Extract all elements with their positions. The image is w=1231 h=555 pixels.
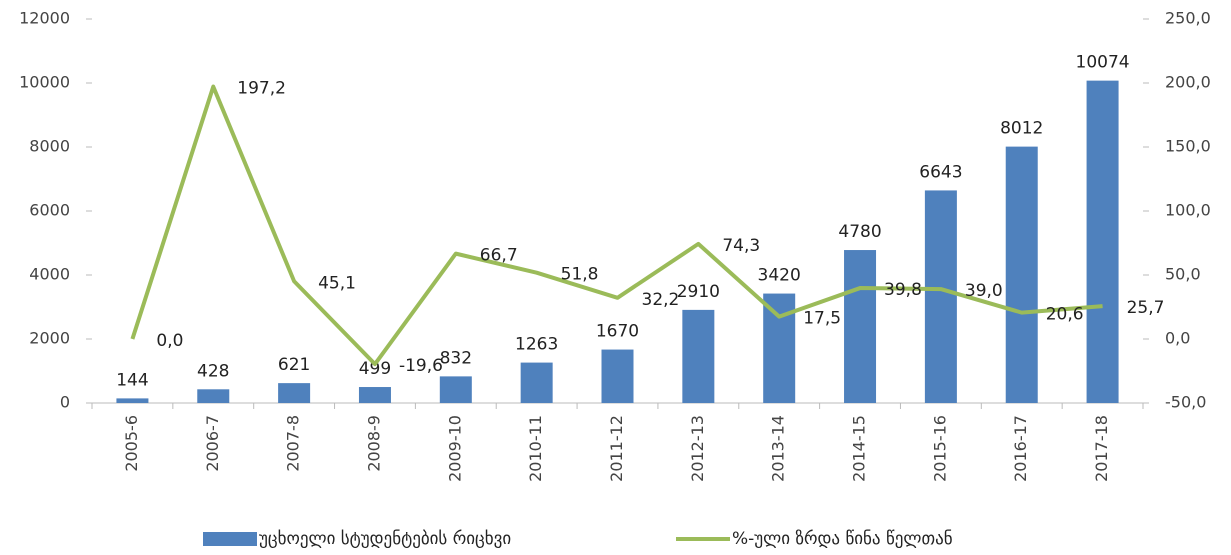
y2-tick-label: 0,0 — [1165, 329, 1190, 348]
line-label: 74,3 — [722, 236, 760, 256]
bar — [197, 389, 230, 403]
x-tick-label: 2015-16 — [930, 415, 949, 482]
line-label: 51,8 — [561, 265, 599, 285]
bar — [520, 362, 553, 403]
y2-tick-label: 150,0 — [1165, 137, 1211, 156]
y-tick-label: 2000 — [29, 329, 70, 348]
bar-label: 832 — [440, 348, 472, 368]
bar — [1086, 80, 1119, 403]
legend-label: უცხოელი სტუდენტების რიცხვი — [259, 529, 511, 549]
x-tick-label: 2016-17 — [1011, 415, 1030, 482]
bar-label: 8012 — [1000, 119, 1043, 139]
legend-label: %-ული ზრდა წინა წელთან — [732, 529, 953, 549]
bar — [924, 190, 957, 403]
bar — [358, 387, 391, 403]
legend-swatch — [203, 532, 257, 546]
y-tick-label: 6000 — [29, 201, 70, 220]
bar-label: 4780 — [838, 222, 881, 242]
x-tick-label: 2011-12 — [607, 415, 626, 482]
line-label: 25,7 — [1127, 298, 1165, 318]
x-tick-label: 2014-15 — [850, 415, 869, 482]
line-label: 197,2 — [237, 79, 286, 99]
bar-label: 1263 — [515, 335, 558, 355]
y2-tick-label: 100,0 — [1165, 201, 1211, 220]
line-label: 32,2 — [642, 290, 680, 310]
x-tick-label: 2013-14 — [769, 415, 788, 482]
bar — [116, 398, 149, 403]
y2-tick-label: 200,0 — [1165, 73, 1211, 92]
y2-tick-label: 50,0 — [1165, 265, 1201, 284]
bar-label: 621 — [278, 355, 310, 375]
x-tick-label: 2006-7 — [203, 415, 222, 472]
line-label: 39,0 — [965, 281, 1003, 301]
x-tick-label: 2012-13 — [688, 415, 707, 482]
y-tick-label: 12000 — [19, 9, 70, 28]
x-tick-label: 2005-6 — [122, 415, 141, 472]
bar-label: 1670 — [596, 322, 639, 342]
x-tick-label: 2007-8 — [284, 415, 303, 472]
y2-tick-label: 250,0 — [1165, 9, 1211, 28]
line-label: 66,7 — [480, 246, 518, 266]
line-label: 17,5 — [803, 309, 841, 329]
x-tick-label: 2009-10 — [445, 415, 464, 482]
y-tick-label: 4000 — [29, 265, 70, 284]
bar-label: 3420 — [758, 266, 801, 286]
bar — [763, 293, 796, 403]
bar — [1005, 146, 1038, 403]
x-tick-label: 2010-11 — [526, 415, 545, 482]
y-tick-label: 0 — [60, 393, 70, 412]
bar-label: 499 — [359, 359, 391, 379]
bar-label: 144 — [116, 370, 148, 390]
line-label: 45,1 — [318, 273, 356, 293]
bar — [844, 250, 877, 403]
line — [130, 84, 1103, 367]
y-tick-label: 10000 — [19, 73, 70, 92]
line-label: -19,6 — [399, 356, 443, 376]
line-label: 39,8 — [884, 280, 922, 300]
y2-tick-label: -50,0 — [1165, 393, 1206, 412]
bar — [278, 383, 311, 403]
line-label: 20,6 — [1046, 305, 1084, 325]
line-label: 0,0 — [156, 331, 183, 351]
bar — [601, 349, 634, 403]
bar-label: 6643 — [919, 162, 962, 182]
x-tick-label: 2017-18 — [1092, 415, 1111, 482]
bar — [682, 309, 715, 403]
y-tick-label: 8000 — [29, 137, 70, 156]
x-tick-label: 2008-9 — [364, 415, 383, 472]
bar-label: 428 — [197, 361, 229, 381]
bar — [439, 376, 472, 403]
bar-label: 10074 — [1076, 53, 1130, 73]
bar-label: 2910 — [677, 282, 720, 302]
